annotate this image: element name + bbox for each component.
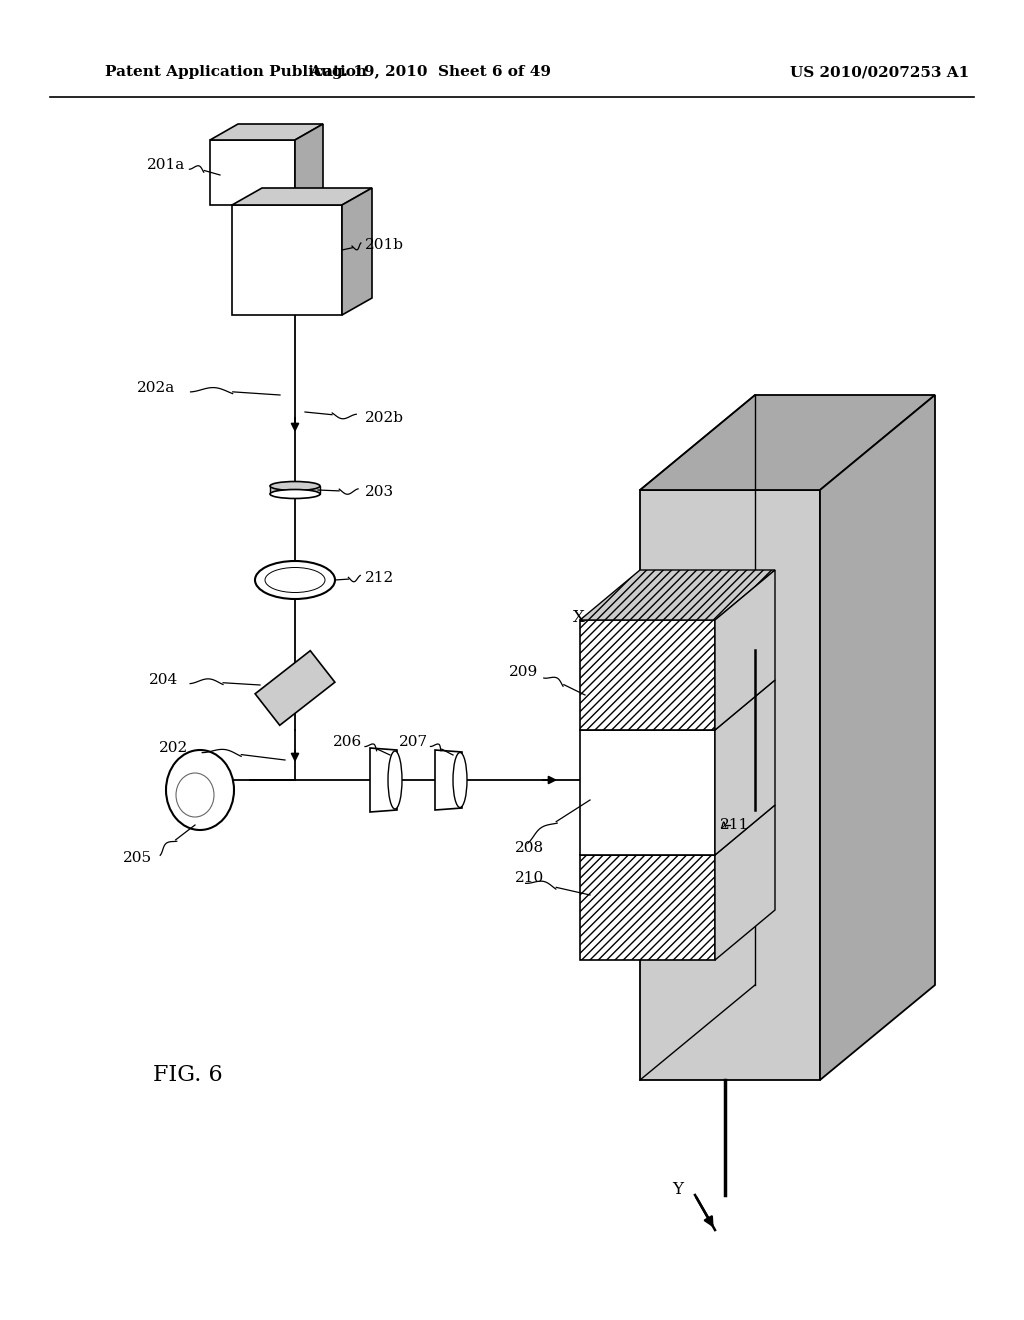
- Text: 207: 207: [399, 735, 428, 748]
- Polygon shape: [255, 651, 335, 725]
- Text: 201b: 201b: [365, 238, 404, 252]
- Text: 201a: 201a: [146, 158, 185, 172]
- Polygon shape: [295, 124, 323, 205]
- Polygon shape: [580, 730, 715, 855]
- Text: 212: 212: [365, 572, 394, 585]
- Text: Patent Application Publication: Patent Application Publication: [105, 65, 367, 79]
- Text: US 2010/0207253 A1: US 2010/0207253 A1: [790, 65, 970, 79]
- Polygon shape: [580, 805, 775, 855]
- Text: X: X: [573, 610, 585, 627]
- Text: FIG. 6: FIG. 6: [153, 1064, 222, 1086]
- Ellipse shape: [166, 750, 234, 830]
- Polygon shape: [580, 620, 715, 730]
- Polygon shape: [270, 486, 319, 494]
- Text: 202b: 202b: [365, 411, 404, 425]
- Text: 209: 209: [509, 665, 538, 678]
- Text: 204: 204: [148, 673, 178, 686]
- Polygon shape: [715, 680, 775, 855]
- Ellipse shape: [270, 490, 319, 499]
- Text: 202: 202: [159, 741, 188, 755]
- Text: 211: 211: [720, 818, 750, 832]
- Text: 206: 206: [333, 735, 362, 748]
- Polygon shape: [715, 805, 775, 960]
- Text: Aug. 19, 2010  Sheet 6 of 49: Aug. 19, 2010 Sheet 6 of 49: [309, 65, 551, 79]
- Text: 202a: 202a: [137, 381, 175, 395]
- Polygon shape: [580, 855, 715, 960]
- Polygon shape: [210, 124, 323, 140]
- Polygon shape: [640, 395, 935, 490]
- Ellipse shape: [255, 561, 335, 599]
- Ellipse shape: [388, 751, 402, 809]
- Text: 210: 210: [515, 871, 544, 884]
- Polygon shape: [820, 395, 935, 1080]
- Polygon shape: [370, 748, 397, 812]
- Polygon shape: [435, 750, 462, 810]
- Polygon shape: [232, 187, 372, 205]
- Polygon shape: [640, 490, 820, 1080]
- Polygon shape: [210, 140, 295, 205]
- Text: 208: 208: [515, 841, 544, 855]
- Polygon shape: [715, 570, 775, 730]
- Text: 205: 205: [123, 851, 152, 865]
- Text: 203: 203: [365, 484, 394, 499]
- Text: Y: Y: [672, 1181, 683, 1199]
- Polygon shape: [232, 205, 342, 315]
- Polygon shape: [342, 187, 372, 315]
- Ellipse shape: [270, 482, 319, 491]
- Polygon shape: [580, 570, 775, 620]
- Ellipse shape: [453, 752, 467, 808]
- Polygon shape: [580, 680, 775, 730]
